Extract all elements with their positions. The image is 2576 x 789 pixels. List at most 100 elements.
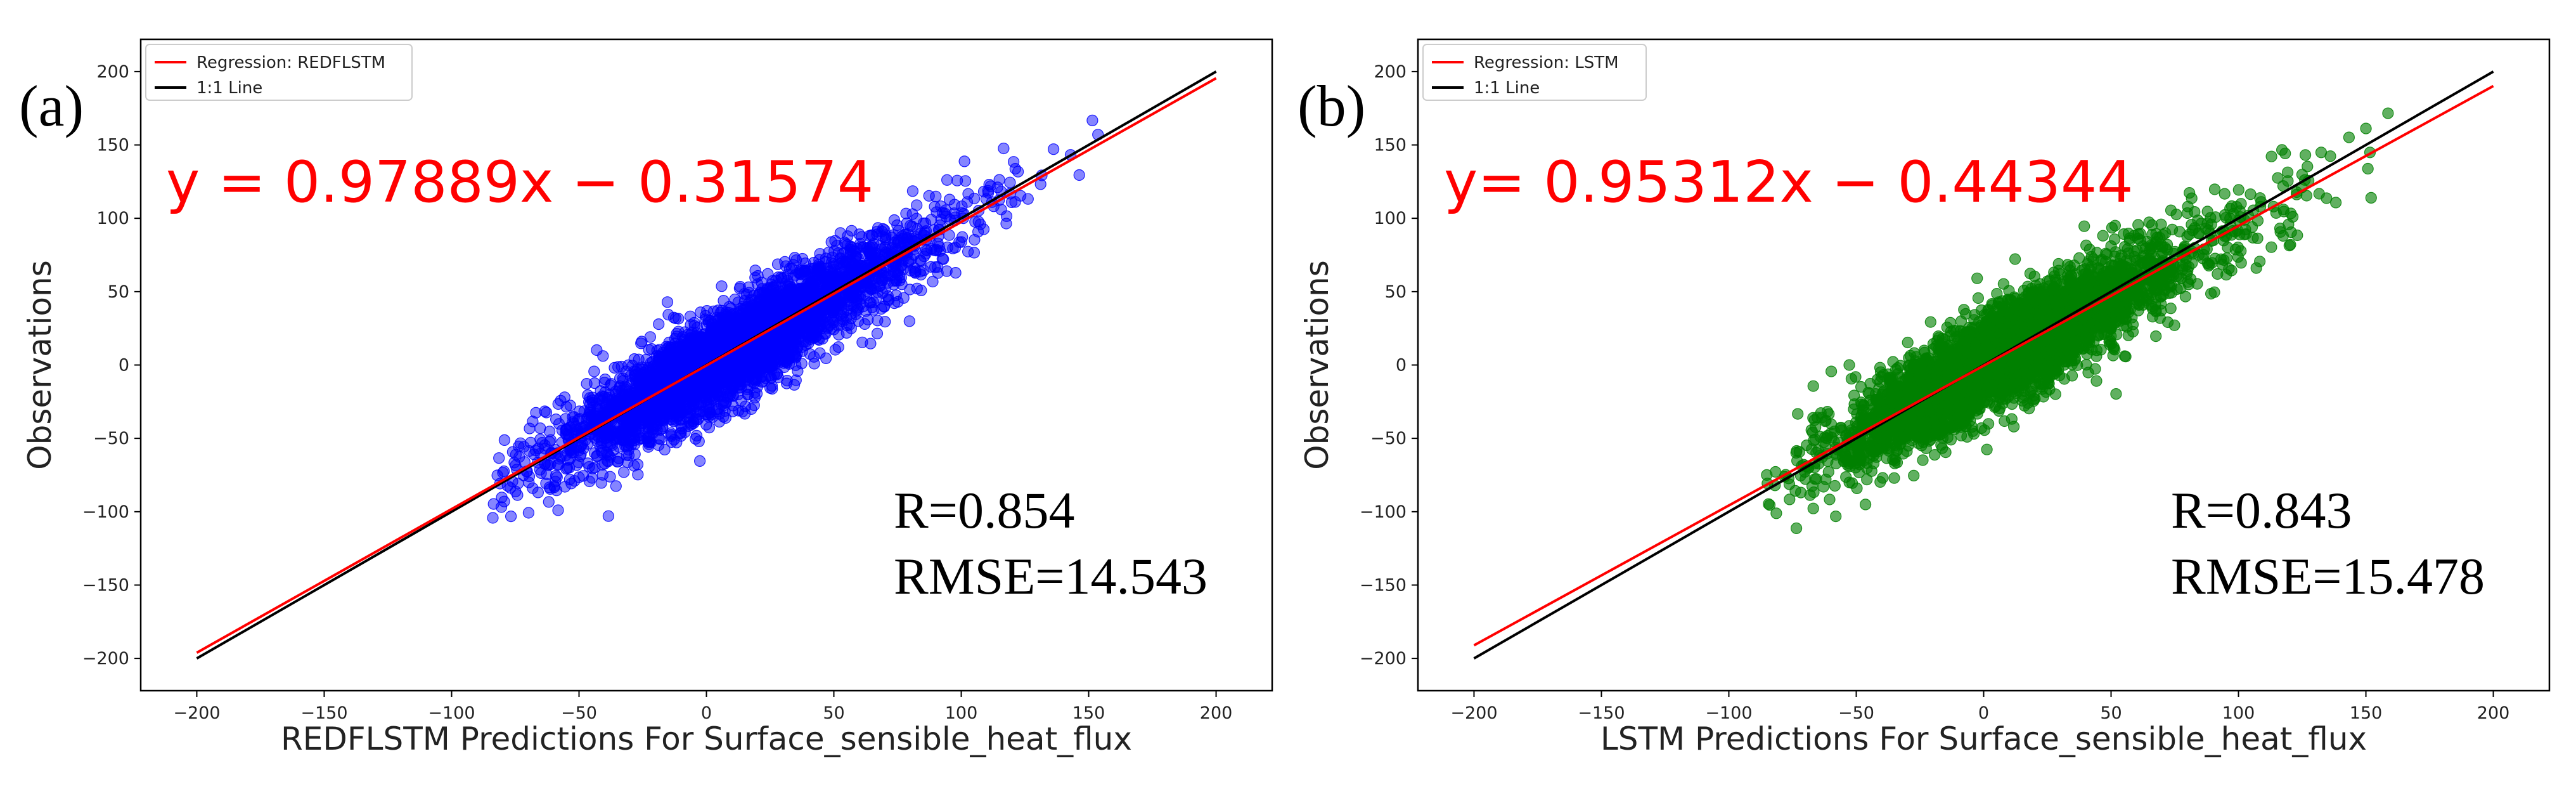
scatter-point	[796, 252, 809, 265]
scatter-point	[962, 188, 974, 200]
scatter-point	[665, 429, 677, 441]
scatter-point	[785, 330, 797, 343]
scatter-point	[857, 301, 869, 313]
scatter-point	[633, 371, 645, 384]
scatter-point	[1830, 510, 1842, 523]
scatter-point	[530, 407, 542, 419]
scatter-point	[1972, 292, 1984, 304]
scatter-point	[943, 193, 956, 205]
scatter-point	[995, 204, 1007, 216]
scatter-point	[807, 272, 819, 284]
scatter-point	[816, 332, 828, 345]
scatter-point	[862, 313, 874, 325]
scatter-point	[719, 308, 732, 320]
scatter-point	[564, 400, 576, 412]
scatter-point	[713, 415, 726, 428]
y-tick-label: −100	[82, 502, 129, 522]
scatter-point	[610, 480, 622, 492]
scatter-point	[1073, 169, 1085, 181]
scatter-point	[941, 174, 953, 186]
scatter-point	[633, 353, 645, 365]
scatter-point	[662, 309, 674, 321]
scatter-point	[840, 289, 852, 301]
scatter-point	[663, 336, 675, 349]
scatter-point	[788, 379, 801, 391]
scatter-point	[701, 332, 713, 345]
scatter-point	[866, 230, 879, 242]
y-tick-label: −50	[93, 429, 129, 448]
scatter-point	[925, 214, 937, 226]
scatter-point	[583, 408, 595, 421]
scatter-point	[497, 467, 509, 479]
scatter-point	[550, 476, 562, 488]
scatter-point	[683, 353, 695, 365]
x-tick-label: 200	[1200, 703, 1233, 723]
scatter-point	[915, 255, 927, 267]
scatter-point	[560, 424, 572, 436]
scatter-point	[748, 399, 760, 412]
scatter-point	[749, 264, 761, 277]
scatter-point	[814, 248, 826, 260]
scatter-point	[879, 249, 891, 261]
regression-equation: y = 0.97889x − 0.31574	[166, 149, 873, 216]
scatter-point	[950, 267, 962, 279]
scatter-point	[788, 290, 800, 302]
scatter-point	[816, 312, 828, 324]
scatter-point	[628, 353, 640, 365]
scatter-points	[487, 114, 1104, 524]
scatter-point	[632, 469, 644, 481]
scatter-point	[602, 510, 615, 522]
scatter-point	[597, 350, 609, 362]
scatter-point	[900, 207, 912, 219]
scatter-point	[635, 337, 647, 349]
scatter-point	[524, 422, 536, 434]
scatter-point	[2360, 122, 2372, 134]
scatter-point	[1034, 178, 1046, 190]
scatter-point	[604, 451, 616, 463]
scatter-point	[738, 329, 750, 341]
scatter-point	[742, 357, 754, 370]
scatter-point	[877, 223, 889, 235]
scatter-point	[879, 282, 891, 294]
scatter-point	[712, 388, 724, 400]
scatter-point	[799, 327, 812, 339]
scatter-point	[906, 185, 919, 197]
scatter-point	[673, 313, 685, 325]
scatter-point	[527, 415, 539, 427]
scatter-point	[850, 251, 862, 263]
scatter-point	[781, 356, 793, 368]
scatter-point	[921, 244, 933, 257]
legend-label: 1:1 Line	[196, 79, 262, 98]
scatter-point	[570, 421, 582, 433]
panel-label: (a)	[19, 74, 84, 138]
scatter-point	[984, 180, 996, 192]
scatter-point	[619, 396, 631, 408]
scatter-point	[1000, 218, 1012, 230]
scatter-point	[856, 336, 868, 348]
scatter-point	[595, 385, 607, 397]
scatter-point	[652, 439, 665, 452]
y-tick-label: 0	[119, 356, 129, 375]
scatter-point	[791, 348, 803, 360]
scatter-point	[736, 318, 749, 330]
scatter-point	[679, 426, 691, 438]
scatter-point	[624, 422, 636, 434]
scatter-point	[898, 292, 910, 304]
scatter-point	[998, 142, 1010, 155]
scatter-point	[629, 434, 641, 447]
scatter-point	[962, 245, 974, 258]
scatter-point	[614, 380, 626, 392]
scatter-point	[768, 355, 780, 367]
scatter-point	[882, 293, 894, 306]
scatter-point	[553, 453, 565, 465]
r-value: R=0.854	[894, 481, 1074, 539]
scatter-point	[536, 436, 548, 449]
scatter-point	[679, 342, 691, 354]
scatter-point	[656, 412, 669, 424]
scatter-point	[1005, 196, 1018, 208]
scatter-point	[911, 223, 924, 235]
scatter-point	[687, 415, 700, 427]
scatter-point	[754, 337, 766, 349]
scatter-point	[686, 391, 699, 403]
scatter-point	[617, 434, 630, 447]
